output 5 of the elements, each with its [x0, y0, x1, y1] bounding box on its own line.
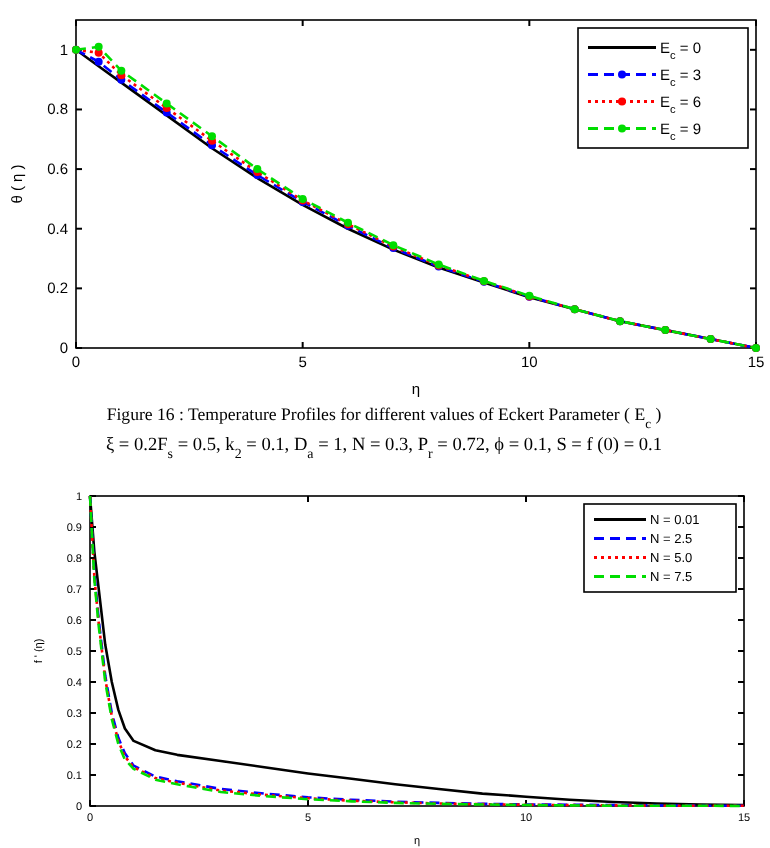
caption: Figure 16 : Temperature Profiles for different values of Eckert Parameter ( E$_{c}$ ) [106, 404, 662, 431]
point [117, 66, 126, 75]
text: ξ = 0.2F$_{s}$ = 0.5, k$_{2}$ = 0.1, D$_{a}$ = 1, N = 0.3, P$_{r}$ = 0.72, ϕ = 0.1, S = f (0) = 0.1 [105, 436, 663, 462]
point [94, 57, 103, 66]
point [94, 42, 103, 51]
